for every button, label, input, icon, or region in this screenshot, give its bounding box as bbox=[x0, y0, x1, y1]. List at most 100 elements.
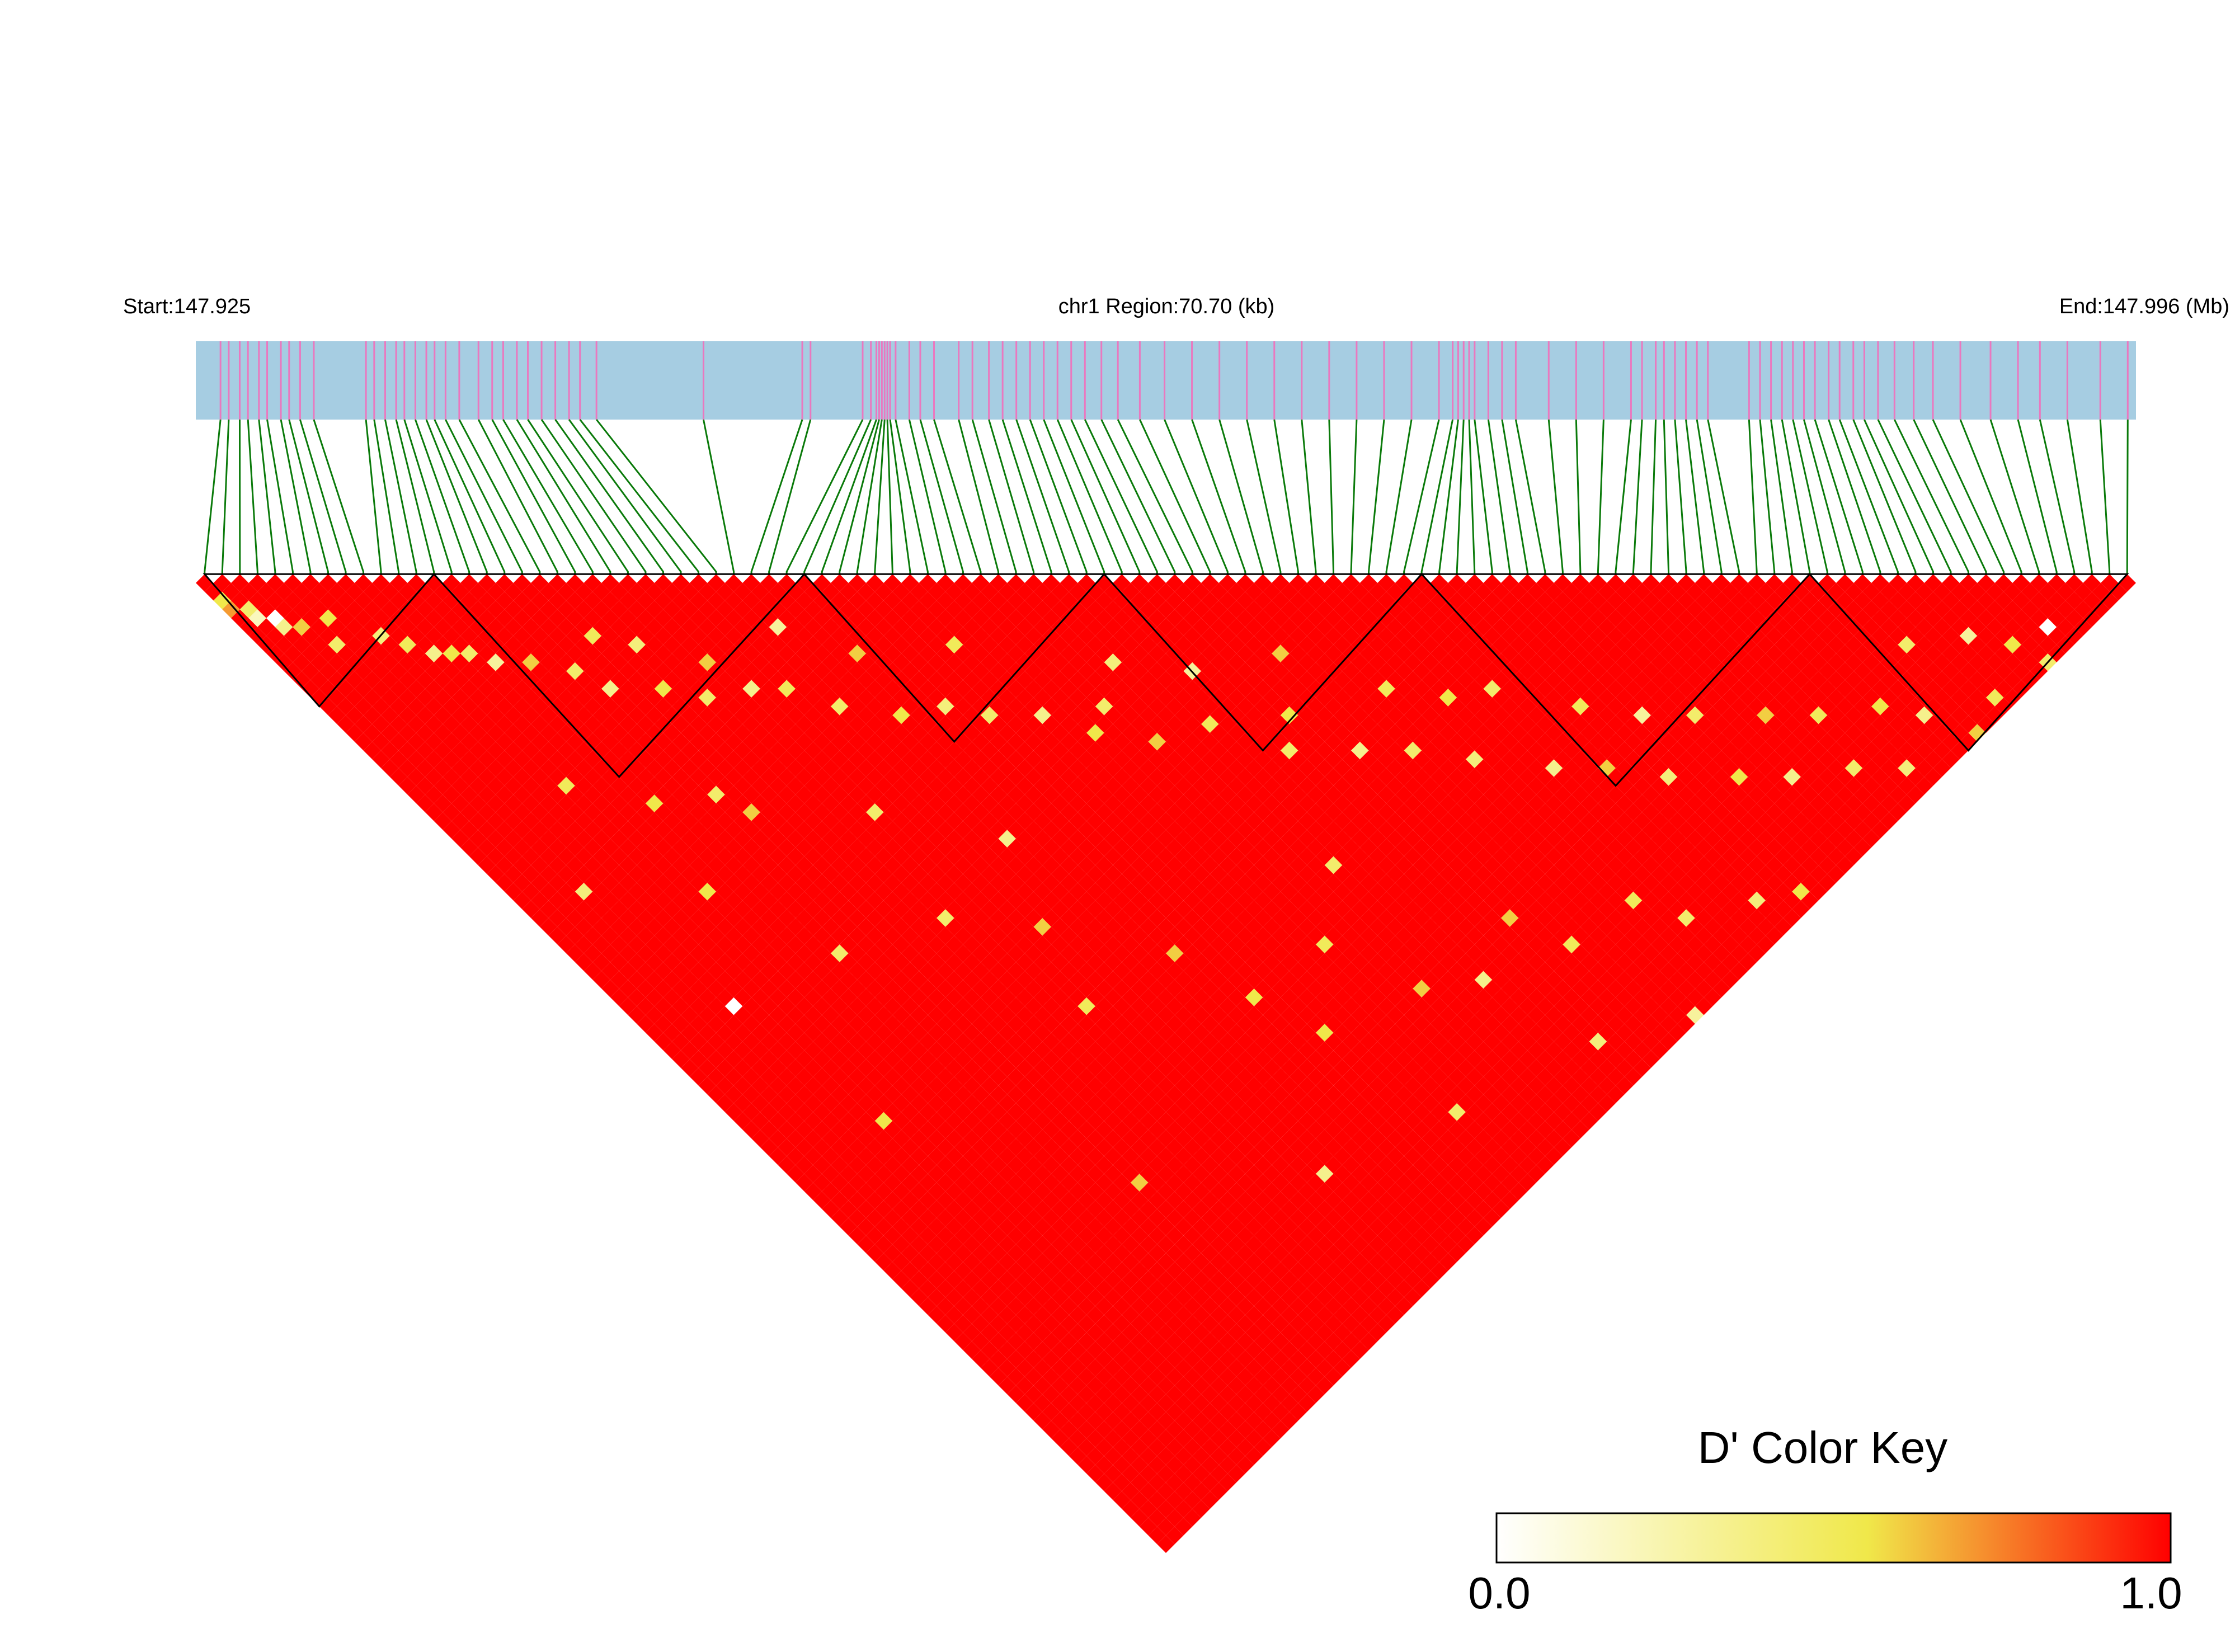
snp-connector-line bbox=[221, 419, 230, 581]
dprime-cell bbox=[1130, 1226, 1149, 1245]
dprime-cell bbox=[487, 847, 505, 865]
dprime-cell bbox=[760, 1032, 778, 1051]
dprime-cell bbox=[980, 1324, 999, 1342]
dprime-cell bbox=[1166, 1385, 1184, 1404]
dprime-cell bbox=[830, 980, 849, 997]
dprime-cell bbox=[566, 785, 584, 804]
dprime-cell bbox=[778, 926, 796, 945]
dprime-cell bbox=[1122, 1465, 1140, 1482]
dprime-cell bbox=[1192, 1376, 1210, 1395]
snp-connector-line bbox=[1913, 419, 1987, 581]
dprime-cell bbox=[742, 909, 760, 927]
dprime-cell bbox=[901, 1244, 919, 1262]
dprime-cell bbox=[892, 1235, 910, 1254]
dprime-cell bbox=[1218, 1403, 1237, 1421]
snp-connector-line bbox=[1514, 419, 1546, 581]
dprime-cell bbox=[319, 627, 337, 645]
dprime-cell bbox=[980, 1359, 999, 1377]
dprime-cell bbox=[637, 997, 655, 1015]
region-end-label: End:147.996 (Mb) bbox=[2059, 295, 2229, 318]
dprime-cell bbox=[1148, 1315, 1166, 1333]
dprime-cell bbox=[1033, 1288, 1052, 1306]
dprime-cell bbox=[689, 1032, 708, 1051]
dprime-cell bbox=[972, 1315, 990, 1333]
dprime-cell bbox=[1192, 1359, 1210, 1377]
dprime-cell bbox=[1095, 1350, 1113, 1368]
dprime-cell bbox=[1210, 1324, 1228, 1342]
dprime-cell bbox=[698, 953, 717, 971]
snp-connector-line bbox=[1084, 419, 1158, 581]
dprime-cell bbox=[1254, 1438, 1272, 1456]
dprime-cell bbox=[1130, 1385, 1149, 1404]
dprime-cell bbox=[980, 1288, 999, 1306]
dprime-cell bbox=[460, 768, 478, 786]
dprime-cell bbox=[804, 1094, 822, 1112]
dprime-cell bbox=[937, 1244, 954, 1262]
dprime-cell bbox=[592, 971, 610, 989]
dprime-cell bbox=[813, 1121, 831, 1139]
dprime-cell bbox=[1236, 1420, 1254, 1439]
dprime-cell bbox=[610, 706, 628, 724]
dprime-cell bbox=[892, 1041, 910, 1060]
dprime-cell bbox=[1077, 1191, 1095, 1209]
dprime-cell bbox=[557, 812, 575, 830]
dprime-cell bbox=[1016, 1270, 1034, 1289]
dprime-cell bbox=[1069, 1341, 1087, 1359]
dprime-cell bbox=[787, 918, 804, 936]
dprime-cell bbox=[1060, 1420, 1078, 1439]
dprime-cell bbox=[416, 618, 434, 636]
dprime-cell bbox=[733, 1006, 752, 1024]
dprime-cell bbox=[1042, 1420, 1060, 1439]
dprime-cell bbox=[1042, 1244, 1060, 1262]
snp-connector-line bbox=[568, 419, 682, 581]
snp-diagonal-cell bbox=[443, 574, 460, 592]
dprime-cell bbox=[478, 785, 496, 804]
dprime-cell bbox=[601, 715, 619, 733]
dprime-cell bbox=[1051, 1429, 1069, 1447]
dprime-cell bbox=[1174, 1500, 1193, 1518]
dprime-cell bbox=[787, 1147, 804, 1165]
dprime-cell bbox=[416, 689, 434, 707]
dprime-cell bbox=[866, 1050, 884, 1068]
dprime-cell bbox=[1166, 1367, 1184, 1386]
dprime-cell bbox=[575, 953, 593, 971]
dprime-cell bbox=[628, 812, 646, 830]
dprime-cell bbox=[733, 1059, 752, 1077]
dprime-cell bbox=[874, 1006, 893, 1024]
dprime-cell bbox=[928, 1059, 945, 1077]
dprime-cell bbox=[663, 776, 681, 795]
dprime-cell bbox=[345, 671, 364, 689]
dprime-cell bbox=[1201, 1385, 1219, 1404]
dprime-cell bbox=[1016, 1376, 1034, 1395]
dprime-cell bbox=[910, 1076, 928, 1095]
dprime-cell bbox=[998, 1235, 1017, 1254]
snp-connector-line bbox=[1828, 419, 1881, 581]
dprime-cell bbox=[1033, 1182, 1052, 1201]
dprime-cell bbox=[707, 1050, 725, 1068]
dprime-cell bbox=[469, 671, 487, 689]
dprime-cell bbox=[1024, 1121, 1043, 1139]
dprime-cell bbox=[1042, 1385, 1060, 1404]
dprime-cell bbox=[698, 830, 717, 848]
dprime-cell bbox=[857, 1094, 875, 1112]
dprime-cell bbox=[1104, 1482, 1122, 1500]
dprime-cell bbox=[539, 812, 558, 830]
dprime-cell bbox=[919, 1244, 937, 1262]
snp-connector-line bbox=[1547, 419, 1564, 581]
dprime-cell bbox=[584, 891, 602, 910]
dprime-cell bbox=[566, 891, 584, 910]
dprime-cell bbox=[363, 618, 382, 636]
dprime-cell bbox=[937, 1103, 954, 1121]
dprime-cell bbox=[1024, 1315, 1043, 1333]
dprime-cell bbox=[787, 882, 804, 901]
dprime-cell bbox=[989, 1121, 1008, 1139]
dprime-cell bbox=[724, 997, 743, 1015]
dprime-cell bbox=[416, 671, 434, 689]
dprime-cell bbox=[1201, 1438, 1219, 1456]
dprime-cell bbox=[610, 918, 628, 936]
dprime-cell bbox=[866, 980, 884, 997]
region-start-label: Start:147.925 bbox=[123, 295, 251, 318]
dprime-cell bbox=[910, 1129, 928, 1147]
dprime-cell bbox=[1201, 1420, 1219, 1439]
dprime-cell bbox=[584, 909, 602, 927]
